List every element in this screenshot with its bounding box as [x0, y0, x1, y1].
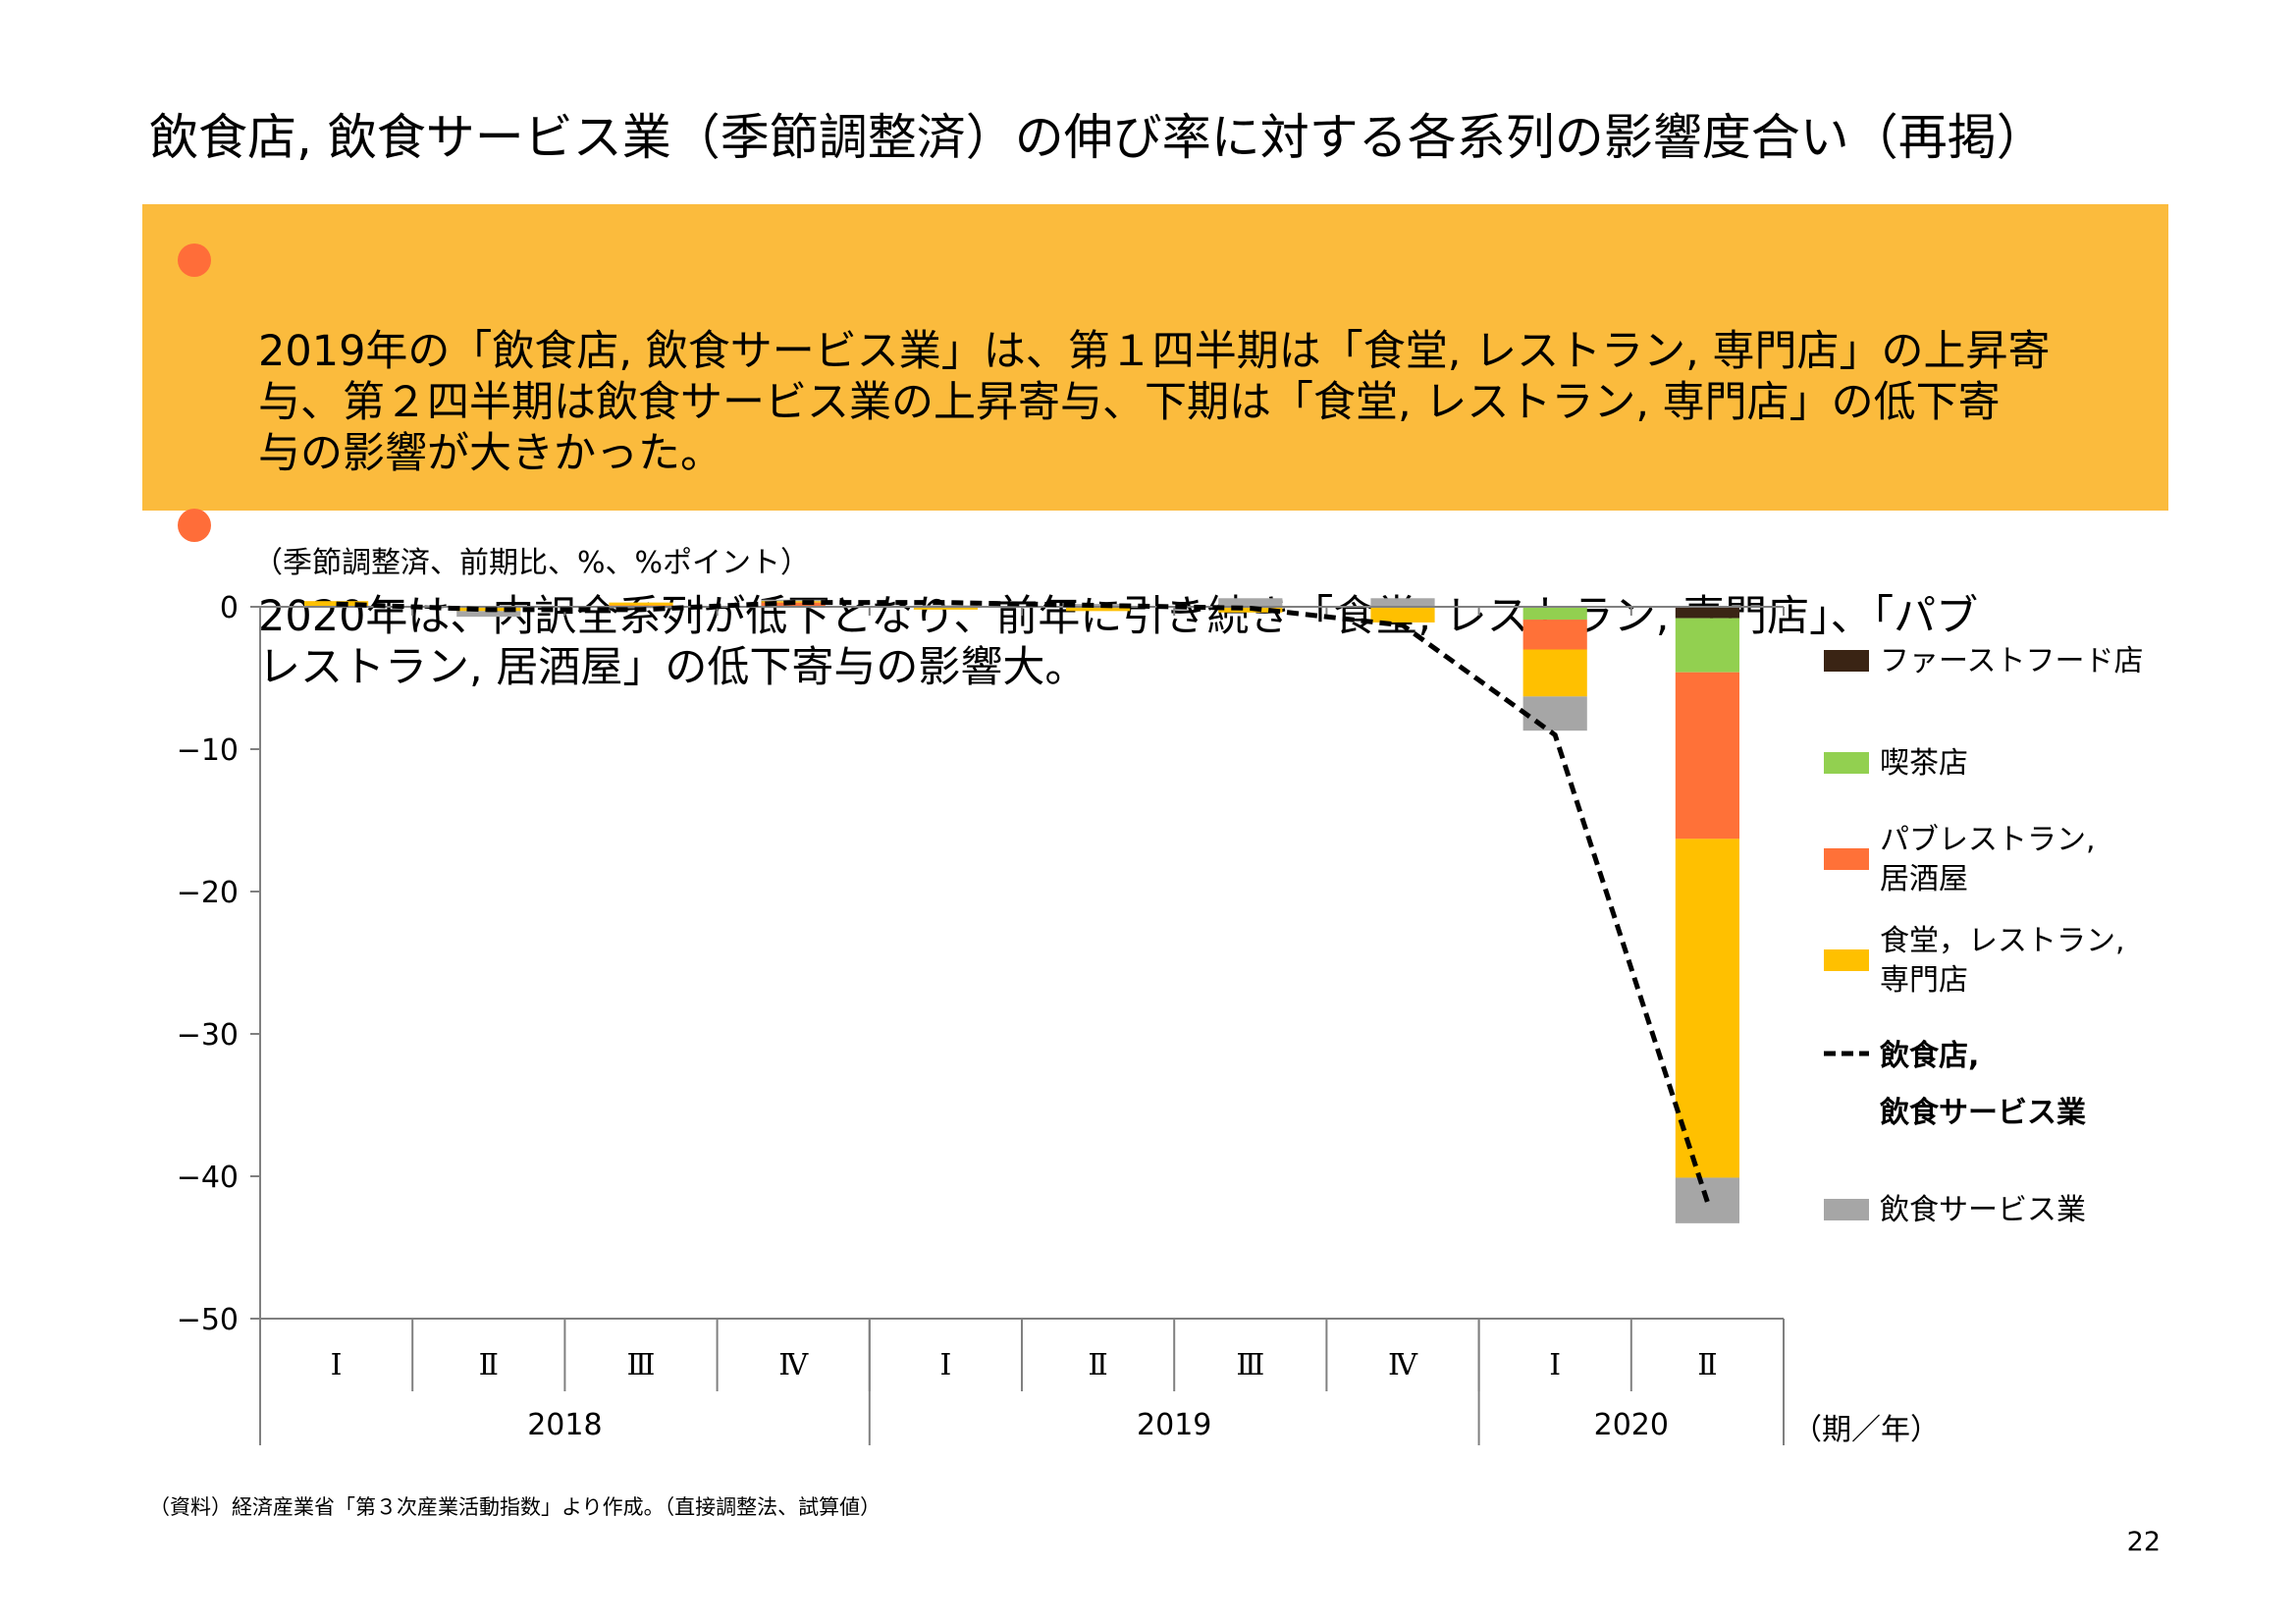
y-tick-label: −20	[177, 876, 239, 910]
bullet-dot-icon	[178, 509, 211, 542]
bar-segment-restaurant	[609, 602, 673, 606]
y-tick-label: 0	[220, 591, 239, 625]
year-label: 2020	[1594, 1408, 1669, 1442]
y-tick-label: −30	[177, 1018, 239, 1053]
year-label: 2019	[1137, 1408, 1211, 1442]
x-tick-label: Ⅲ	[627, 1348, 656, 1382]
legend-label-services: 飲食サービス業	[1880, 1193, 2086, 1227]
legend-swatch-restaurant	[1824, 949, 1869, 971]
summary-bullet: 2019年の「飲食店, 飲食サービス業」は、第１四半期は「食堂, レストラン, …	[142, 224, 2145, 479]
legend-label-pub: 居酒屋	[1880, 862, 1968, 896]
bar-segment-services	[1370, 598, 1435, 607]
summary-bullet-text: 2019年の「飲食店, 飲食サービス業」は、第１四半期は「食堂, レストラン, …	[258, 327, 2051, 478]
y-tick-label: −50	[177, 1303, 239, 1337]
x-tick-label: Ⅳ	[778, 1348, 809, 1382]
x-tick-label: Ⅱ	[1088, 1348, 1107, 1382]
legend-label-cafe: 喫茶店	[1880, 746, 1968, 781]
slide-title: 飲食店, 飲食サービス業（季節調整済）の伸び率に対する各系列の影響度合い（再掲）	[149, 109, 2046, 166]
legend-label-restaurant: 食堂，レストラン,	[1880, 924, 2125, 958]
y-tick-label: −10	[177, 733, 239, 768]
bar-segment-fast_food	[1675, 607, 1739, 619]
bar-segment-restaurant	[1522, 649, 1587, 697]
x-tick-label: Ⅱ	[1697, 1348, 1717, 1382]
bar-segment-restaurant	[1675, 839, 1739, 1178]
x-axis-title: （期／年）	[1792, 1413, 1940, 1447]
x-tick-label: Ⅳ	[1388, 1348, 1418, 1382]
source-note: （資料）経済産業省「第３次産業活動指数」より作成。（直接調整法、試算値）	[149, 1495, 881, 1519]
bar-segment-restaurant	[913, 607, 978, 610]
bar-segment-restaurant	[304, 601, 369, 607]
total-line	[336, 600, 1710, 1203]
bar-segment-services	[1218, 598, 1283, 607]
bar-segment-restaurant	[1370, 607, 1435, 623]
legend-label-fast_food: ファーストフード店	[1880, 644, 2144, 678]
x-tick-label: Ⅲ	[1236, 1348, 1264, 1382]
bar-segment-cafe	[1675, 618, 1739, 673]
summary-box: 2019年の「飲食店, 飲食サービス業」は、第１四半期は「食堂, レストラン, …	[142, 204, 2168, 692]
legend-swatch-fast_food	[1824, 650, 1869, 672]
legend-label-pub: パブレストラン,	[1880, 823, 2096, 857]
page-number: 22	[2126, 1527, 2161, 1557]
x-tick-label: Ⅰ	[331, 1348, 343, 1382]
bar-segment-services	[1522, 696, 1587, 731]
bar-segment-cafe	[1522, 607, 1587, 621]
bar-segment-services	[456, 611, 521, 618]
y-tick-label: −40	[177, 1161, 239, 1195]
year-label: 2018	[527, 1408, 602, 1442]
bar-segment-restaurant	[1066, 607, 1131, 612]
x-tick-label: Ⅰ	[939, 1348, 951, 1382]
bullet-dot-icon	[178, 244, 211, 277]
x-tick-label: Ⅱ	[479, 1348, 499, 1382]
legend-label-restaurant: 専門店	[1880, 963, 1968, 998]
legend-label-total-line: 飲食店,	[1880, 1039, 1979, 1073]
legend-swatch-cafe	[1824, 752, 1869, 774]
legend-swatch-pub	[1824, 848, 1869, 870]
legend-swatch-services	[1824, 1199, 1869, 1220]
legend-label-total-line: 飲食サービス業	[1880, 1096, 2086, 1130]
y-axis-unit-label: （季節調整済、前期比、%、%ポイント）	[253, 546, 810, 580]
bar-segment-services	[1066, 604, 1131, 607]
x-tick-label: Ⅰ	[1549, 1348, 1561, 1382]
bar-segment-pub	[1675, 672, 1739, 839]
bar-segment-pub	[1522, 620, 1587, 650]
